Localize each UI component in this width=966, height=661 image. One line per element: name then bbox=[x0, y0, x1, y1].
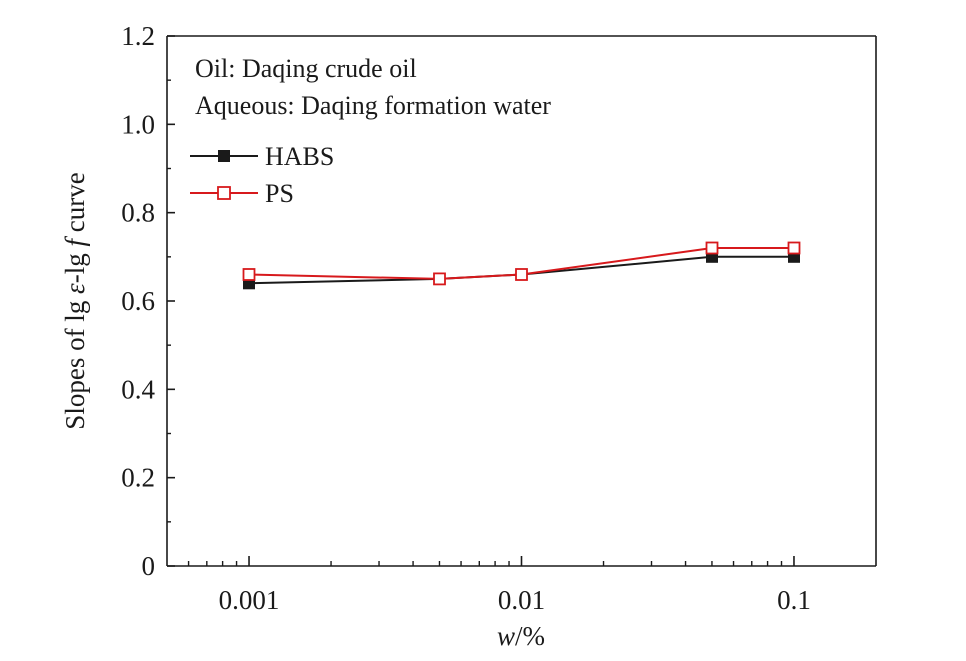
data-point-ps bbox=[242, 268, 256, 281]
data-point-ps bbox=[515, 268, 528, 281]
data-point-ps bbox=[705, 241, 719, 255]
annotation-aqueous: Aqueous: Daqing formation water bbox=[195, 91, 551, 120]
x-tick-label: 0.1 bbox=[777, 585, 811, 615]
y-tick-label: 0.2 bbox=[121, 463, 155, 493]
axis-tick-labels: 0 0.2 0.4 0.6 0.8 1.0 1.2 0.001 0.01 0.1 bbox=[121, 21, 811, 615]
data-point-ps bbox=[433, 272, 446, 286]
y-tick-label: 0.8 bbox=[121, 198, 155, 228]
x-tick-label: 0.01 bbox=[498, 585, 545, 615]
y-tick-label: 0 bbox=[142, 551, 156, 581]
y-tick-label: 0.4 bbox=[121, 374, 155, 404]
annotation-block: Oil: Daqing crude oil Aqueous: Daqing fo… bbox=[195, 54, 551, 120]
axis-ticks bbox=[167, 35, 795, 567]
y-tick-label: 1.2 bbox=[121, 21, 155, 51]
annotation-oil: Oil: Daqing crude oil bbox=[195, 54, 417, 83]
legend: HABS PS bbox=[190, 142, 334, 208]
legend-label-ps: PS bbox=[265, 179, 294, 208]
x-tick-label: 0.001 bbox=[219, 585, 280, 615]
y-axis-title: Slopes of lg ε-lg f curve bbox=[60, 172, 90, 429]
legend-label-habs: HABS bbox=[265, 142, 334, 171]
legend-marker-habs bbox=[218, 150, 230, 162]
y-tick-label: 1.0 bbox=[121, 109, 155, 139]
legend-marker-ps bbox=[217, 186, 231, 200]
x-axis-title: w/% bbox=[497, 621, 545, 651]
series-markers bbox=[242, 241, 801, 290]
y-tick-label: 0.6 bbox=[121, 286, 155, 316]
data-point-ps bbox=[787, 241, 801, 255]
